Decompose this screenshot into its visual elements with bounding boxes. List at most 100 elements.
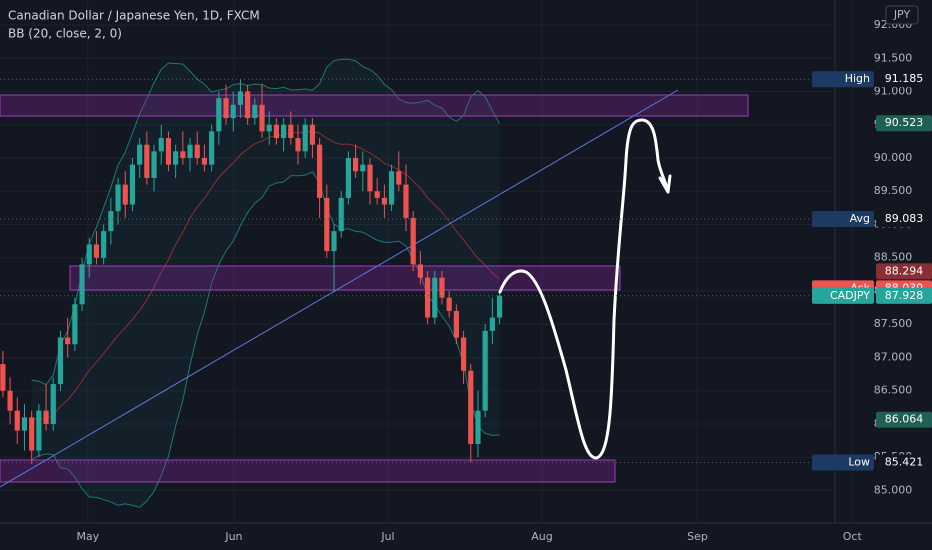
price-name: Avg [850,212,870,225]
chart-title: Canadian Dollar / Japanese Yen, 1D, FXCM [8,9,260,23]
candle-body [65,337,71,345]
price-value: 85.421 [885,455,924,468]
candle-body [0,364,6,391]
price-badge [876,71,932,88]
candle-body [324,197,330,252]
hand-drawn-path [498,118,672,460]
candle-body [57,337,64,385]
price-value: 88.294 [885,264,924,277]
y-tick-label: 87.500 [874,317,913,330]
y-tick-label: 89.500 [874,184,913,197]
candle-body [446,297,452,311]
candle-body [252,104,258,119]
x-tick-label: Oct [843,530,863,543]
price-value: 89.083 [885,212,924,225]
price-badge-name [812,287,874,304]
candle-body [439,277,445,298]
x-tick-label: Sep [687,530,708,543]
bb-lower [31,171,500,508]
price-badge-name [812,71,874,88]
candle-body [165,138,172,165]
y-tick-label: 91.000 [874,84,913,97]
y-tick-label: 85.000 [874,483,913,496]
candle-body [209,131,215,165]
candle-body [194,144,200,158]
price-badge-name [812,210,874,227]
candle-body [237,91,244,105]
candle-body [281,124,287,139]
candle-body [424,277,431,318]
candle-body [201,157,208,165]
x-tick-label: Jun [224,530,242,543]
candle-body [14,410,20,431]
candle-body [21,417,28,431]
price-value: 87.928 [885,289,924,302]
candle-body [295,138,301,152]
price-name: Low [848,455,870,468]
candle-body [453,310,459,338]
zone [0,459,616,483]
candle-body [137,144,143,165]
candle-body [79,264,85,305]
candle-body [43,410,49,424]
candle-body [417,264,423,278]
price-badge-name [812,454,874,471]
candle-body [129,164,136,205]
zone [0,94,749,117]
indicator-label: BB (20, close, 2, 0) [8,27,122,41]
candle-body [151,151,157,178]
candle-body [388,171,395,205]
y-tick-label: 90.000 [874,151,913,164]
candle-body [187,144,193,158]
candle-body [331,231,337,252]
zone [69,265,621,291]
price-name: CADJPY [830,289,870,302]
candle-body [489,317,495,331]
x-tick-label: Aug [531,530,552,543]
trend-line [0,89,679,488]
candle-body [338,197,344,232]
price-value: 86.064 [885,413,924,426]
price-badge [876,454,932,471]
candle-body [122,184,128,205]
candle-body [158,138,164,152]
candle-body [50,384,56,424]
candle-body [396,171,402,185]
candle-body [223,98,229,119]
candle-body [482,330,488,411]
currency-box[interactable] [885,5,919,25]
candle-body [475,410,481,444]
candle-body [352,157,359,172]
price-badge [876,115,932,132]
candle-body [173,151,179,165]
y-tick-label: 91.500 [874,51,913,64]
y-tick-label: 86.500 [874,384,913,397]
candle-body [259,104,265,132]
candle-body [309,124,316,145]
candle-body [403,184,409,218]
candle-body [115,184,121,212]
candle-body [410,217,416,265]
candle-body [108,211,114,232]
candle-body [460,337,467,371]
x-tick-label: Jul [380,530,394,543]
candle-body [230,104,236,119]
candle-body [101,231,107,258]
price-badge [876,210,932,227]
candle-body [360,164,366,172]
y-tick-label: 87.000 [874,350,913,363]
candle-body [7,390,13,411]
price-value: 90.523 [885,116,924,129]
price-badge [876,287,932,304]
candle-body [468,370,474,444]
candle-body [29,417,35,451]
price-name: High [845,72,870,85]
candle-body [367,164,373,192]
candle-body [245,91,251,119]
y-tick-label: 88.500 [874,251,913,264]
currency[interactable]: JPY [893,8,911,21]
candle-body [266,124,272,132]
candle-body [180,151,186,158]
bb-upper [31,58,500,386]
candle-body [317,144,323,198]
